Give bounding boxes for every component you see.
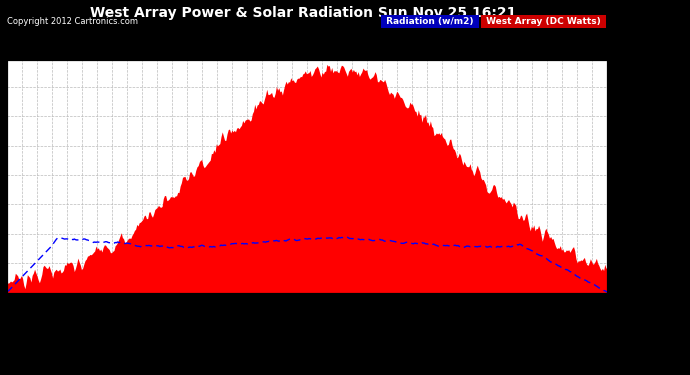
Text: West Array (DC Watts): West Array (DC Watts) [483,17,604,26]
Text: West Array Power & Solar Radiation Sun Nov 25 16:21: West Array Power & Solar Radiation Sun N… [90,6,517,20]
Text: Copyright 2012 Cartronics.com: Copyright 2012 Cartronics.com [7,17,138,26]
Text: Radiation (w/m2): Radiation (w/m2) [383,17,477,26]
